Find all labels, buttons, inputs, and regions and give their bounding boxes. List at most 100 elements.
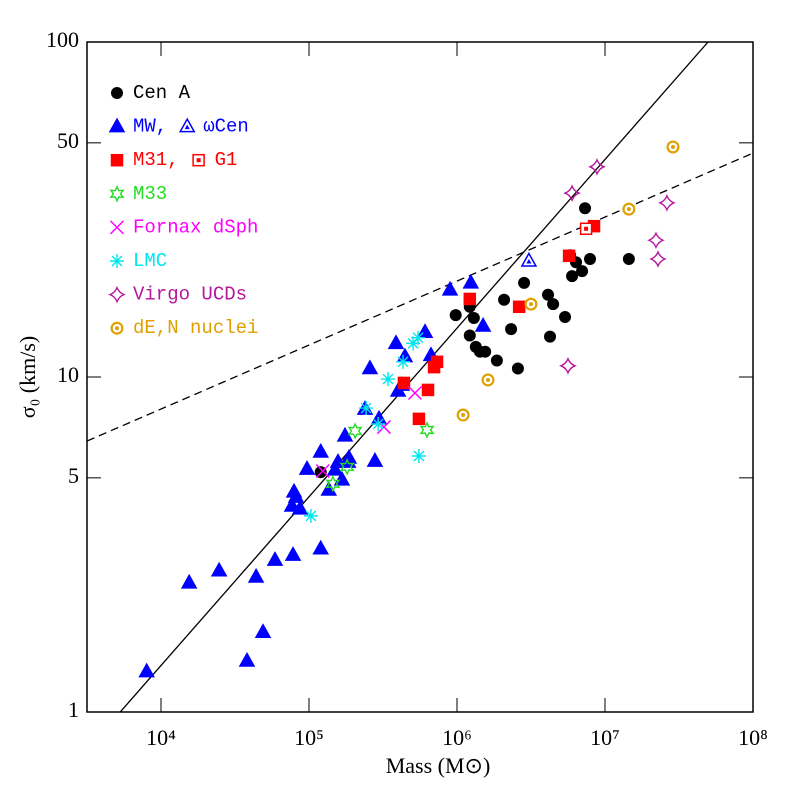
data-point (511, 362, 524, 375)
marker-inner (526, 258, 532, 264)
data-point (524, 297, 538, 311)
data-point (588, 157, 606, 176)
data-point (410, 330, 425, 345)
data-point (498, 293, 511, 306)
data-point (462, 273, 480, 289)
legend-label: ωCen (203, 116, 249, 138)
x-tick-label: 10⁶ (442, 725, 472, 750)
marker-shape (108, 117, 126, 133)
data-point (518, 276, 531, 289)
data-point (180, 573, 198, 589)
marker-shape (138, 662, 155, 678)
data-point (566, 270, 579, 283)
plot-frame (86, 41, 754, 713)
data-point (238, 651, 256, 667)
marker-dot (670, 144, 675, 149)
legend-label: Cen A (133, 82, 191, 104)
data-point (479, 345, 492, 358)
marker-shape (110, 153, 124, 167)
marker-shape (421, 383, 435, 397)
legend-marker (108, 285, 126, 304)
data-point (298, 460, 316, 475)
legend-marker (111, 87, 123, 99)
legend-label: Virgo UCDs (133, 284, 247, 306)
data-point (284, 546, 302, 561)
data-point (339, 458, 355, 476)
legend-marker (178, 117, 196, 133)
data-point (449, 309, 462, 322)
y-tick-label: 100 (46, 27, 79, 52)
marker-shape (387, 334, 405, 350)
y-tick-label: 50 (57, 128, 79, 153)
data-point (463, 292, 477, 306)
legend-marker (109, 185, 125, 203)
legend-label: dE,N nuclei (133, 317, 258, 339)
legend-label: MW, (133, 116, 167, 138)
data-point (406, 336, 421, 351)
marker-shape (247, 567, 265, 583)
marker-shape (180, 573, 198, 589)
marker-inner (196, 158, 201, 163)
data-point (347, 422, 363, 440)
marker-shape (285, 482, 303, 498)
marker-inner (184, 124, 190, 130)
fit-line (87, 152, 753, 442)
data-point (303, 508, 318, 523)
data-point (579, 202, 592, 215)
marker-shape (312, 443, 330, 458)
marker-shape (361, 359, 379, 375)
data-point (547, 298, 560, 311)
legend-label: M33 (133, 183, 167, 205)
data-point (490, 354, 503, 367)
legend-marker (108, 117, 126, 133)
data-point (315, 463, 330, 479)
marker-dot (461, 413, 466, 418)
marker-shape (463, 292, 477, 306)
data-point (512, 300, 526, 314)
marker-shape (238, 651, 256, 667)
data-point (622, 202, 636, 216)
legend-marker (110, 153, 124, 167)
data-point (283, 496, 301, 512)
marker-shape (562, 249, 576, 263)
data-point (474, 316, 492, 332)
marker-shape (412, 412, 426, 426)
data-point (266, 551, 284, 566)
legend-label: G1 (215, 149, 238, 171)
data-point (210, 561, 228, 577)
data-point (562, 249, 576, 263)
data-point (658, 193, 676, 212)
data-point (312, 539, 330, 555)
marker-shape (430, 355, 444, 369)
data-point (366, 452, 384, 467)
data-point (505, 323, 518, 336)
data-point (421, 383, 435, 397)
data-point (326, 460, 344, 476)
data-point (559, 311, 572, 324)
legend-marker (110, 254, 124, 268)
data-point (138, 662, 155, 678)
data-point (397, 376, 411, 390)
data-point (430, 355, 444, 369)
data-point (411, 449, 426, 464)
marker-shape (254, 623, 272, 639)
data-point (285, 482, 303, 498)
marker-shape (512, 300, 526, 314)
marker-dot (528, 302, 533, 307)
data-point (407, 385, 423, 401)
fit-line (119, 42, 709, 712)
x-tick-label: 10⁴ (146, 725, 176, 750)
data-point (481, 373, 495, 387)
data-point (291, 499, 309, 515)
data-point (312, 443, 330, 458)
marker-shape (474, 316, 492, 332)
y-tick-label: 10 (57, 362, 79, 387)
data-point (396, 354, 411, 369)
data-point (559, 356, 577, 375)
marker-shape (284, 546, 302, 561)
marker-shape (283, 496, 301, 512)
marker-shape (291, 499, 309, 515)
data-point (412, 412, 426, 426)
marker-shape (397, 376, 411, 390)
data-point (359, 401, 374, 416)
